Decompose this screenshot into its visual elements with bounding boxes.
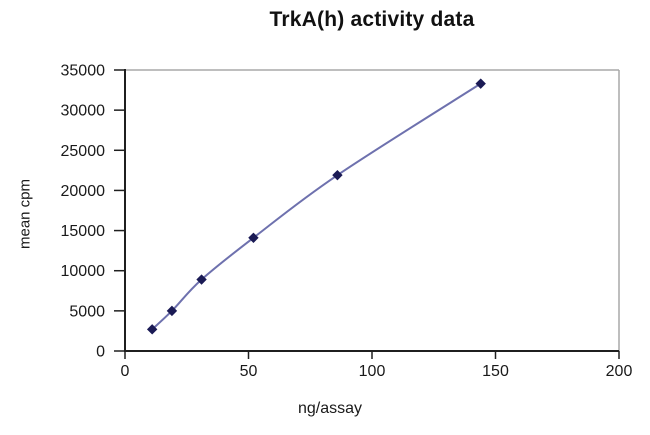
y-tick-label: 30000 [61,103,106,120]
x-tick-label: 50 [240,363,258,380]
data-point-marker [146,324,158,335]
x-tick-label: 100 [359,363,386,380]
x-tick-label: 150 [482,363,509,380]
data-point-marker [166,305,178,317]
y-tick-label: 15000 [61,223,106,240]
y-tick-label: 20000 [61,183,106,200]
y-tick-label: 0 [96,344,105,361]
data-point-marker [332,169,343,181]
data-point-marker [248,232,259,244]
x-tick-label: 200 [606,363,633,380]
y-tick-label: 35000 [61,63,106,80]
data-point-marker [196,274,207,285]
y-tick-label: 5000 [69,303,105,320]
series-line [151,82,482,331]
y-tick-label: 25000 [61,143,106,160]
x-tick-label: 0 [121,363,130,380]
x-axis-title: ng/assay [297,400,363,417]
data-point-marker [475,78,486,89]
y-tick-label: 10000 [61,263,106,280]
chart-title: TrkA(h) activity data [269,8,475,31]
